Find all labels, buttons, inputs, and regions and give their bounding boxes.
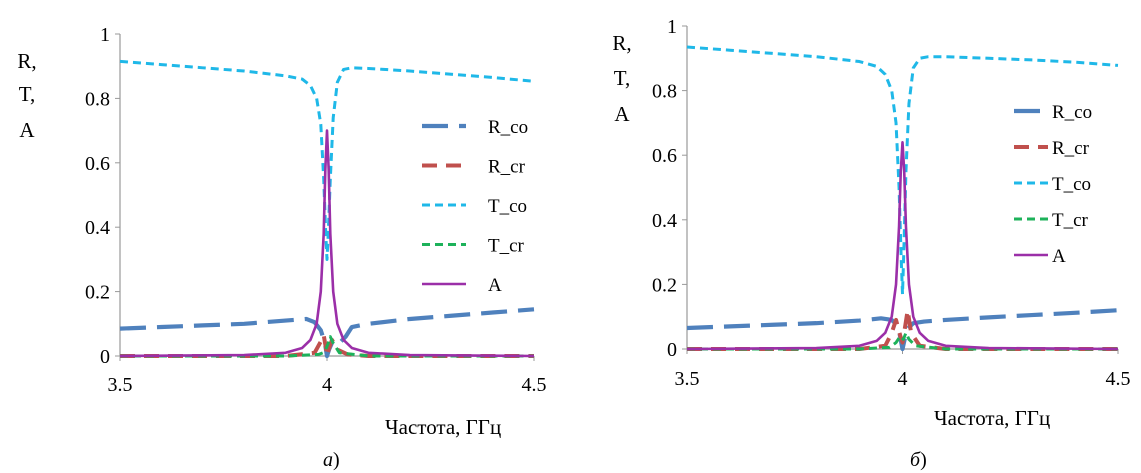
series-line-t-cr — [120, 335, 534, 358]
chart-panel-а: 0 0.2 0.4 0.6 0.8 1 3.5 4 4.5 R, T, A Частота, ГГц а)… — [17, 24, 546, 471]
series-line-t-co — [686, 45, 1119, 296]
y-axis-label: A — [614, 102, 630, 126]
x-tick-label: 4.5 — [1106, 368, 1131, 390]
x-tick-label: 3.5 — [108, 374, 133, 396]
y-axis-label: T, — [614, 66, 631, 90]
panel-caption-letter: а — [323, 449, 333, 471]
legend-entry-label: T_co — [1052, 174, 1091, 195]
y-tick-label: 0.2 — [652, 274, 677, 296]
y-tick-label: 0 — [667, 339, 677, 361]
x-tick-label: 4.5 — [522, 374, 547, 396]
series-line-a — [686, 140, 1119, 351]
y-tick-label: 0.6 — [652, 145, 677, 167]
panel-caption-letter: б — [910, 449, 921, 471]
legend-entry-label: R_cr — [1052, 138, 1090, 159]
legend-entry-label: R_co — [488, 117, 528, 138]
series-line-a — [119, 129, 535, 358]
y-tick-label: 0.2 — [85, 282, 110, 304]
legend-entry-label: T_co — [488, 196, 527, 217]
legend: R_co R_cr T_co T_cr A — [1014, 102, 1092, 267]
panel-caption-paren: ) — [333, 449, 340, 471]
legend-entry-label: R_cr — [488, 157, 526, 178]
series-line-r-co — [686, 308, 1119, 352]
legend-entry-label: R_co — [1052, 102, 1092, 123]
y-tick-label: 0.8 — [652, 81, 677, 103]
panel-caption-paren: ) — [920, 449, 927, 471]
chart-panel-б: 0 0.2 0.4 0.6 0.8 1 3.5 4 4.5 R, T, A Частота, ГГц б)… — [612, 16, 1130, 471]
series-line-r-cr — [687, 308, 1118, 351]
y-axis-label: R, — [17, 49, 36, 73]
x-axis-label: Частота, ГГц — [385, 415, 501, 439]
legend-entry-label: A — [1052, 246, 1066, 267]
y-tick-label: 0.4 — [652, 210, 677, 232]
y-tick-label: 0.8 — [85, 88, 110, 110]
y-tick-label: 0.4 — [85, 217, 110, 239]
x-axis-label: Частота, ГГц — [934, 406, 1050, 430]
y-tick-label: 0 — [100, 346, 110, 368]
y-axis-label: R, — [612, 31, 631, 55]
y-tick-label: 0.6 — [85, 153, 110, 175]
y-axis-label: A — [19, 118, 35, 142]
legend-entry-label: T_cr — [488, 236, 525, 257]
legend: R_co R_cr T_co T_cr A — [422, 117, 528, 296]
series-line-t-co — [119, 59, 535, 261]
panel-caption: а) — [323, 449, 340, 471]
x-tick-label: 4 — [322, 374, 332, 396]
y-axis-label: T, — [19, 82, 36, 106]
y-tick-label: 1 — [100, 24, 110, 46]
x-tick-label: 4 — [898, 368, 908, 390]
x-tick-label: 3.5 — [675, 368, 700, 390]
legend-entry-label: A — [488, 275, 502, 296]
series-line-t-cr — [687, 331, 1118, 351]
y-tick-label: 1 — [667, 16, 677, 38]
panel-caption: б) — [910, 449, 927, 471]
legend-entry-label: T_cr — [1052, 210, 1089, 231]
series-line-r-co — [119, 307, 535, 359]
